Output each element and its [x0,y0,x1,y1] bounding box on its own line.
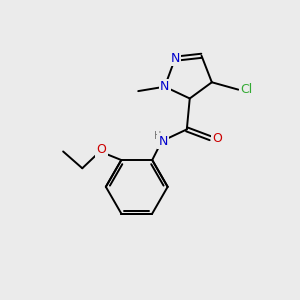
Text: H: H [154,131,161,141]
Text: N: N [170,52,180,65]
Text: N: N [159,135,168,148]
Text: N: N [160,80,169,93]
Text: O: O [212,132,222,145]
Text: Cl: Cl [241,83,253,96]
Text: O: O [97,143,106,157]
